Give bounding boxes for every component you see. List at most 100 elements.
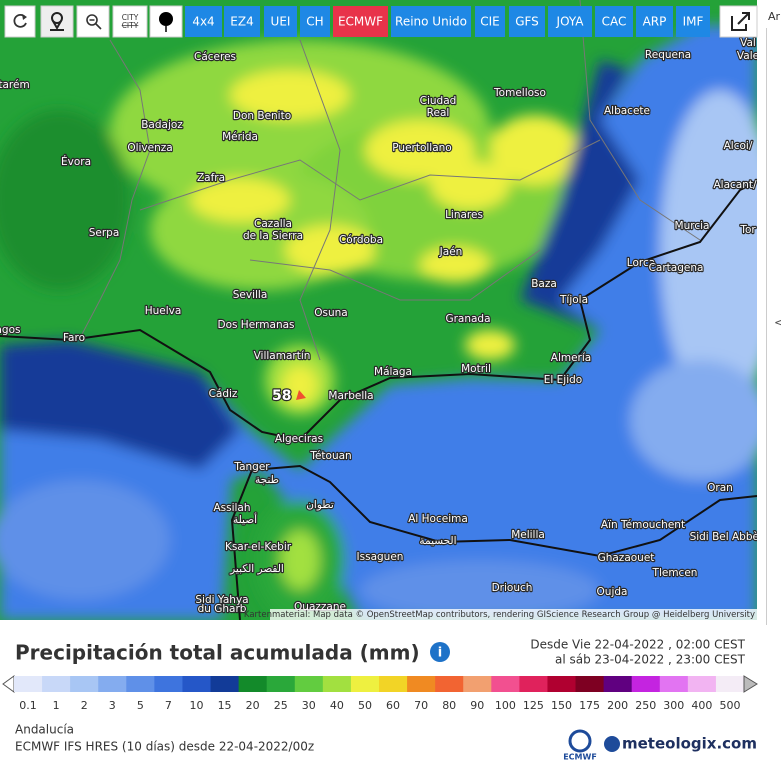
model-button-label: Reino Unido	[395, 15, 467, 29]
city-label: Assilah	[213, 502, 250, 514]
legend-arrow-left	[2, 675, 15, 693]
city-label: Oran	[707, 482, 733, 494]
city-label: Algeciras	[275, 433, 323, 445]
city-label: Málaga	[374, 366, 412, 378]
model-button-bg	[224, 6, 260, 37]
legend-label: 30	[302, 699, 316, 712]
legend-swatch	[294, 676, 324, 692]
legend-label: 400	[691, 699, 712, 712]
side-arrow[interactable]: <	[774, 316, 781, 330]
city-label: Cáceres	[194, 51, 236, 63]
model-button[interactable]: CIE	[475, 6, 505, 37]
legend-label: 100	[495, 699, 516, 712]
model-button-label: IMF	[683, 15, 704, 29]
legend-label: 3	[109, 699, 116, 712]
meteologix-logo: meteologix.com	[622, 735, 757, 753]
model-button-bg	[333, 6, 388, 37]
city-label: Badajoz	[141, 119, 183, 131]
legend-swatch	[182, 676, 212, 692]
city-label: Zafra	[197, 172, 225, 184]
model-button-label: UEI	[271, 15, 291, 29]
model-button[interactable]: CAC	[595, 6, 633, 37]
period-from: Desde Vie 22-04-2022 , 02:00 CEST	[530, 638, 745, 652]
legend-label: 40	[330, 699, 344, 712]
city-label: Granada	[445, 313, 490, 325]
city-label: Oujda	[597, 586, 628, 598]
city-label: Tanger	[233, 461, 270, 473]
model-button[interactable]: ARP	[636, 6, 673, 37]
location-button[interactable]	[40, 5, 74, 38]
city-label: Jaén	[439, 246, 463, 258]
legend-label: 90	[470, 699, 484, 712]
city-label: Alcoi/	[724, 140, 753, 152]
side-panel	[766, 0, 781, 767]
model-button-bg	[300, 6, 330, 37]
precip-field	[0, 25, 757, 620]
city-label: Issaguen	[357, 551, 404, 563]
ecmwf-logo	[568, 729, 592, 753]
city-label: Ghazaouet	[598, 552, 655, 564]
model-button[interactable]: CH	[300, 6, 330, 37]
max-marker	[296, 390, 306, 400]
city-label: Sevilla	[233, 289, 268, 301]
info-i: i	[438, 646, 442, 661]
city-label: أصيلة	[233, 512, 257, 526]
city-label: Cartagena	[649, 262, 704, 274]
legend-label: 250	[635, 699, 656, 712]
model-button[interactable]: GFS	[509, 6, 545, 37]
city-labels: Cáceres Requena tarém Tomelloso Badajoz Don B…	[0, 36, 759, 616]
legend-swatch	[687, 676, 717, 692]
legend-label: 2	[81, 699, 88, 712]
city-label: الحسيمة	[419, 535, 456, 547]
legend-label: 300	[663, 699, 684, 712]
zoom-button[interactable]	[76, 5, 110, 38]
model-button-bg	[548, 6, 592, 37]
city-label: Tlemcen	[652, 567, 698, 579]
legend-label: 70	[414, 699, 428, 712]
legend-swatch	[519, 676, 548, 692]
model-button-label: EZ4	[230, 15, 253, 29]
model-button-bg	[509, 6, 545, 37]
model-button-label: CAC	[602, 15, 627, 29]
legend-swatch	[631, 676, 661, 692]
model-run: ECMWF IFS HRES (10 días) desde 22-04-202…	[15, 740, 314, 754]
coastlines	[0, 181, 757, 620]
model-button[interactable]: IMF	[676, 6, 710, 37]
model-button[interactable]: Reino Unido	[391, 6, 471, 37]
panel-title: Precipitación total acumulada (mm)	[15, 641, 420, 665]
model-button-label: ARP	[643, 15, 667, 29]
refresh-button[interactable]	[4, 5, 36, 38]
city-label: Vale	[737, 50, 759, 62]
model-button[interactable]: UEI	[264, 6, 297, 37]
city-label: Marbella	[328, 390, 373, 402]
legend-label: 5	[137, 699, 144, 712]
model-button[interactable]: ECMWF	[333, 6, 388, 37]
legend-swatch	[266, 676, 296, 692]
legend-swatch	[154, 676, 183, 692]
info-icon[interactable]	[430, 642, 450, 662]
city-label: Sidi Yahya	[195, 594, 248, 606]
borders	[79, 0, 701, 361]
legend-swatch	[547, 676, 577, 692]
city-label: تطوان	[306, 499, 334, 511]
legend-label: 80	[442, 699, 456, 712]
pin-button[interactable]	[149, 5, 183, 38]
city-label: Aïn Témouchent	[601, 519, 685, 531]
model-button-bg	[185, 6, 222, 37]
city-label: Tétouan	[309, 450, 351, 462]
model-button[interactable]: EZ4	[224, 6, 260, 37]
side-label: Ar	[768, 10, 781, 23]
legend: 0.1 1 2 3 5 7 10 15 20 25 30 40 50 60 70 80 90 100 125 150 1…	[2, 675, 758, 712]
legend-label: 200	[607, 699, 628, 712]
city-label: Alacant/	[713, 179, 757, 191]
legend-swatch	[70, 676, 99, 692]
model-button[interactable]: 4x4	[185, 6, 222, 37]
model-button-label: 4x4	[192, 15, 214, 29]
share-button[interactable]	[719, 5, 758, 38]
city-label: Évora	[61, 155, 91, 168]
model-button[interactable]: JOYA	[548, 6, 592, 37]
model-button-bg	[391, 6, 471, 37]
